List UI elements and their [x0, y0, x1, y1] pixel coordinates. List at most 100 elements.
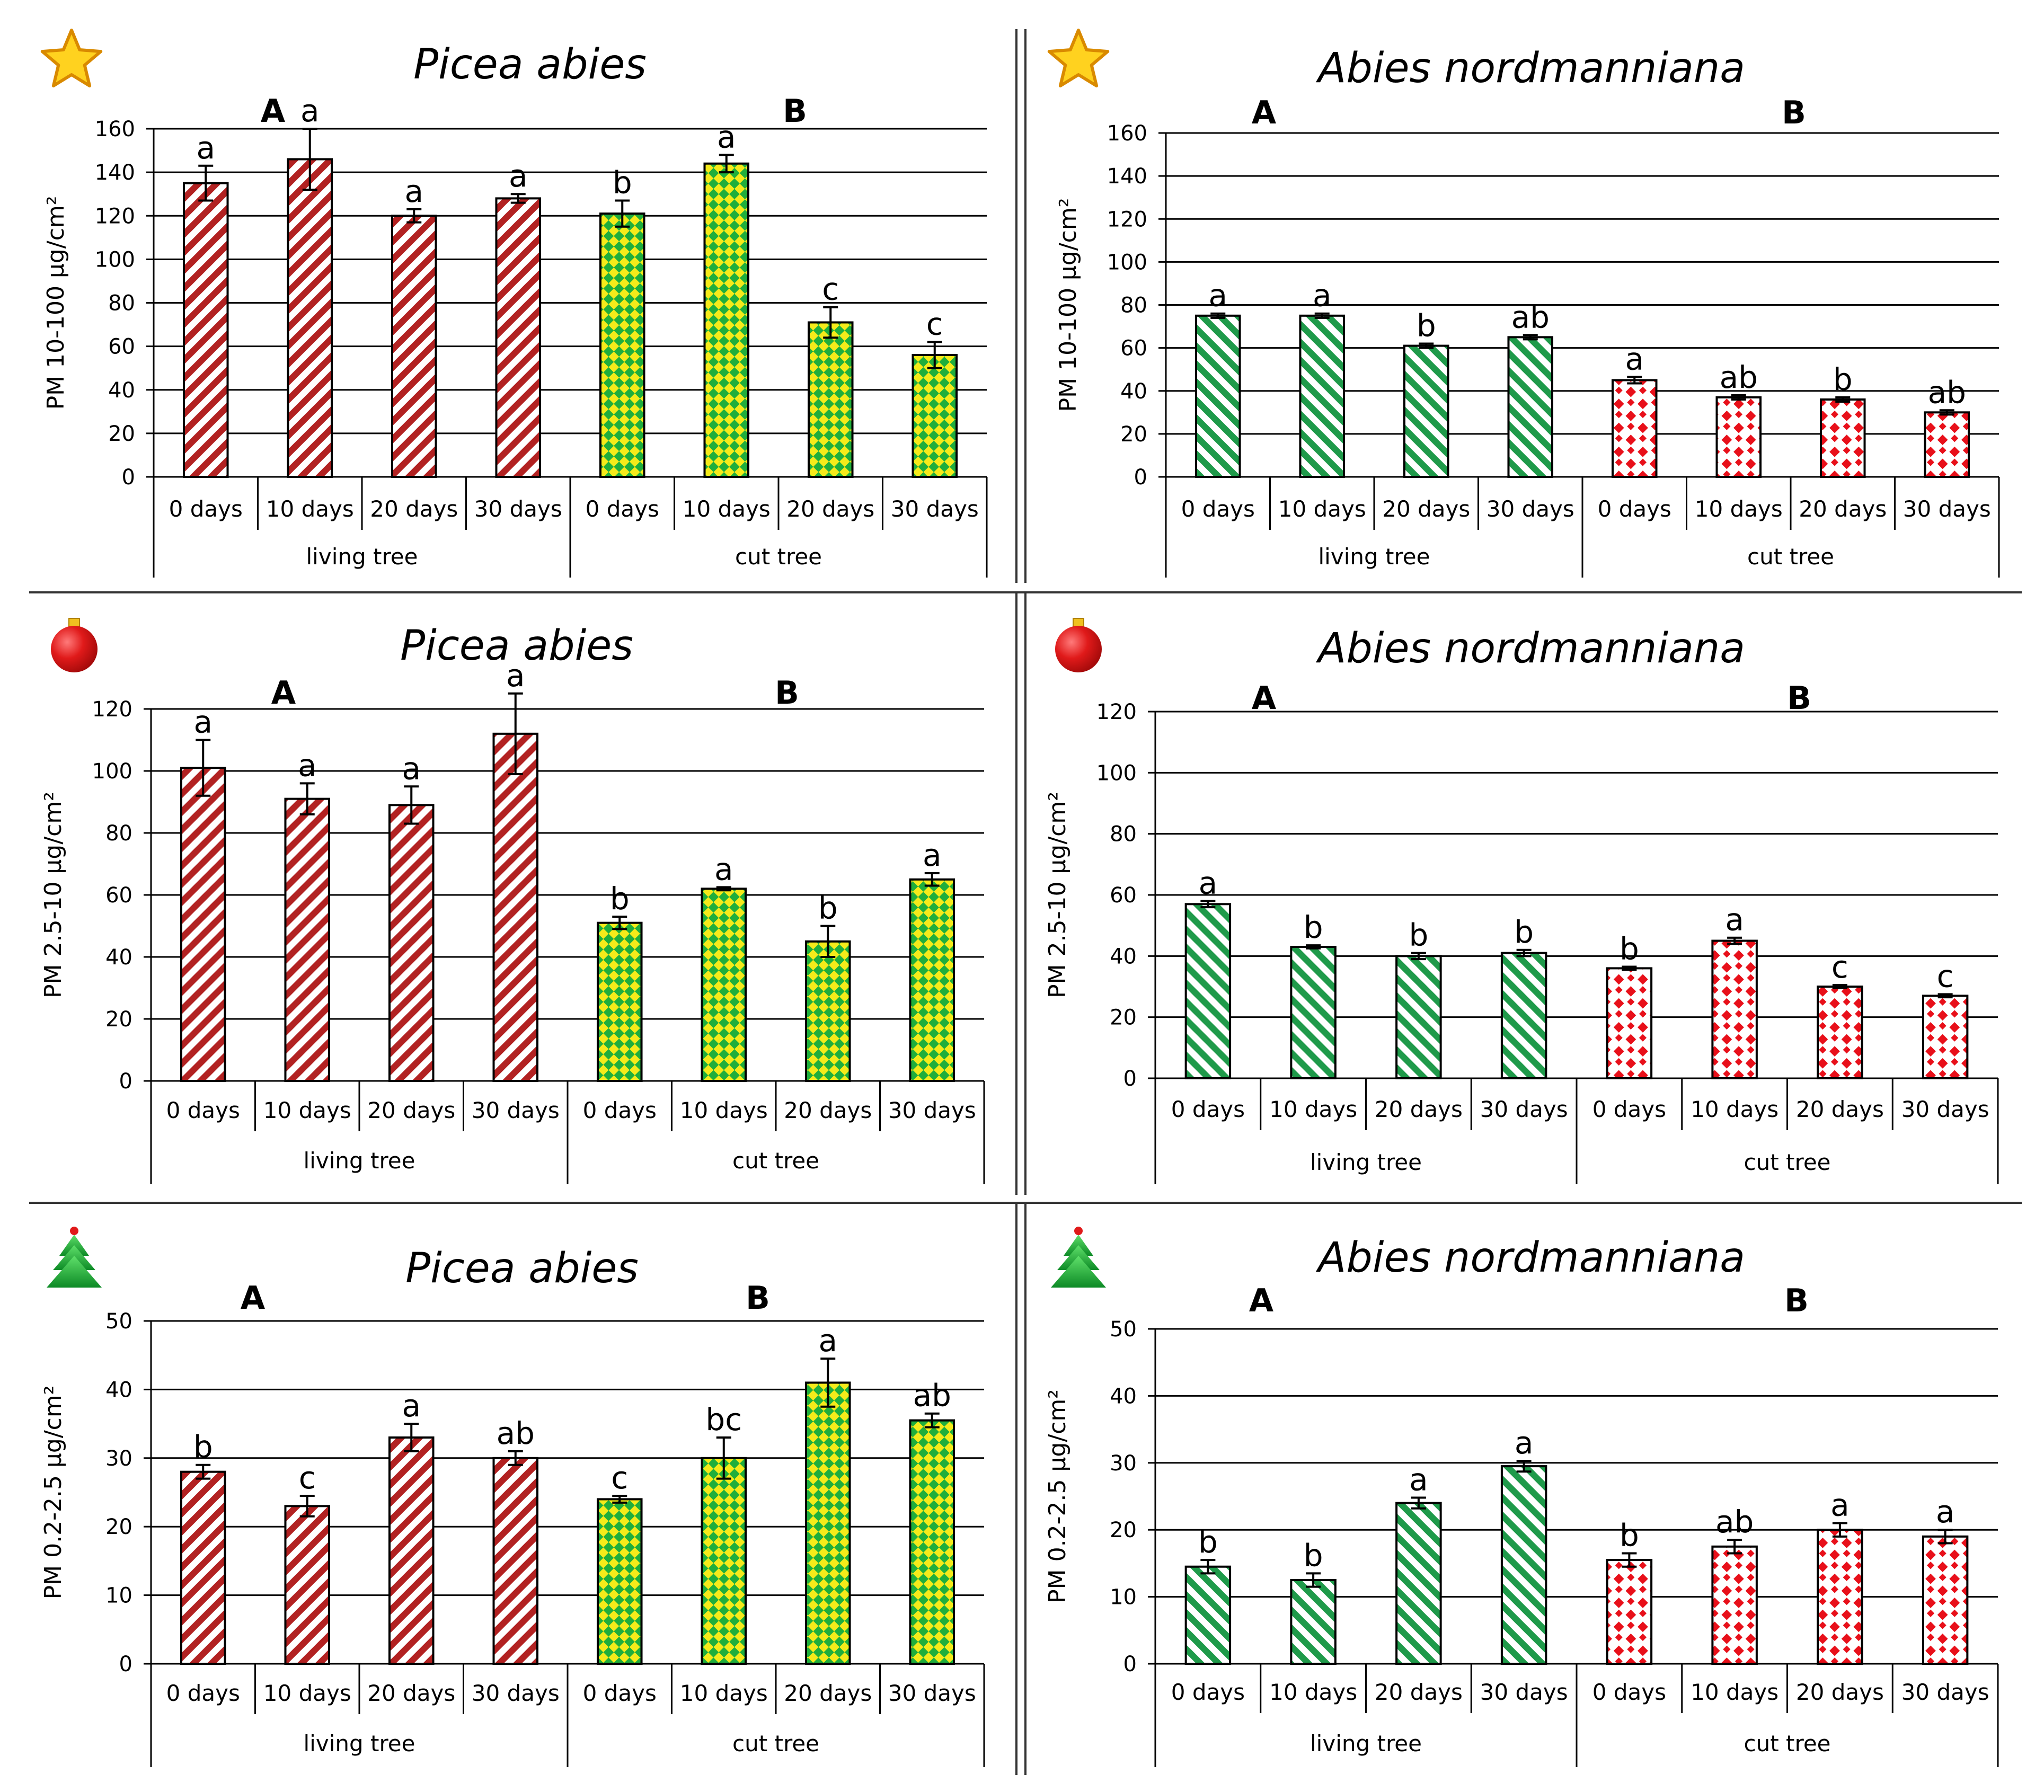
significance-letter: b — [1620, 931, 1639, 967]
bar — [596, 1498, 643, 1665]
bar — [1819, 398, 1866, 478]
x-tick-label: 10 days — [1691, 1096, 1778, 1122]
significance-letter: b — [1620, 1517, 1639, 1553]
significance-letter: a — [1625, 341, 1644, 377]
y-tick-label: 20 — [1110, 1006, 1137, 1030]
y-axis-label: PM 2.5-10 μg/cm² — [40, 792, 67, 998]
star-icon — [1047, 29, 1110, 87]
y-tick-label: 40 — [1120, 379, 1147, 404]
bar — [1194, 314, 1241, 478]
group-label: cut tree — [1747, 544, 1834, 570]
significance-letter: ab — [1715, 1504, 1754, 1540]
x-tick-label: 10 days — [1269, 1679, 1357, 1705]
chart-title: Picea abies — [405, 1245, 639, 1292]
group-label: living tree — [304, 1148, 415, 1174]
bar — [1606, 1559, 1653, 1665]
group-label: cut tree — [732, 1731, 819, 1756]
group-label: cut tree — [732, 1148, 819, 1174]
y-tick-label: 160 — [95, 117, 135, 141]
significance-letter: a — [1936, 1494, 1955, 1530]
bar — [1711, 1545, 1758, 1665]
x-tick-label: 30 days — [888, 1680, 976, 1706]
bar — [1299, 314, 1346, 478]
y-tick-label: 10 — [1110, 1585, 1137, 1610]
group-letter: B — [1784, 1282, 1809, 1319]
y-tick-label: 100 — [1096, 761, 1137, 785]
significance-letter: ab — [497, 1415, 535, 1451]
y-tick-label: 30 — [1110, 1451, 1137, 1476]
group-letter: A — [241, 1280, 266, 1317]
y-tick-label: 40 — [108, 378, 135, 403]
significance-letter: a — [404, 173, 423, 209]
significance-letter: a — [1313, 278, 1332, 314]
x-tick-label: 30 days — [891, 496, 979, 522]
x-tick-label: 20 days — [1796, 1096, 1884, 1122]
group-label: cut tree — [1744, 1731, 1830, 1756]
y-tick-label: 20 — [105, 1515, 132, 1539]
group-letter: A — [1249, 1282, 1274, 1319]
x-tick-label: 30 days — [1486, 496, 1574, 522]
y-tick-label: 50 — [105, 1309, 132, 1334]
y-tick-label: 20 — [1120, 422, 1147, 447]
group-letter: A — [271, 675, 296, 712]
bar — [1606, 967, 1653, 1080]
group-label: cut tree — [1744, 1149, 1830, 1175]
significance-letter: b — [1304, 909, 1323, 945]
x-tick-label: 0 days — [1592, 1096, 1666, 1122]
x-tick-label: 30 days — [1480, 1096, 1568, 1122]
bar — [388, 804, 435, 1082]
significance-letter: ab — [1720, 359, 1758, 395]
group-label: living tree — [306, 544, 418, 570]
x-tick-label: 0 days — [169, 496, 243, 522]
x-tick-label: 30 days — [472, 1097, 560, 1123]
significance-letter: c — [1831, 949, 1848, 985]
y-tick-label: 80 — [1110, 822, 1137, 847]
star-icon — [40, 29, 103, 87]
bar — [599, 212, 645, 478]
x-tick-label: 10 days — [680, 1097, 768, 1123]
chart-title: Abies nordmanniana — [1315, 45, 1745, 92]
significance-letter: a — [300, 93, 320, 129]
bar — [807, 321, 854, 478]
x-tick-label: 0 days — [1171, 1096, 1245, 1122]
y-tick-label: 100 — [92, 759, 132, 784]
significance-letter: a — [298, 747, 317, 783]
chart-panel-middle-left: Picea abies 0 20 40 60 80 100 120 PM 2.5-10 μg/c… — [40, 618, 985, 1184]
group-letter: B — [783, 93, 807, 130]
panel-separators — [29, 29, 2022, 1775]
y-tick-label: 40 — [1110, 1384, 1137, 1408]
significance-letter: c — [822, 271, 839, 307]
bar — [1500, 952, 1547, 1079]
y-tick-label: 140 — [1107, 164, 1147, 189]
bar — [492, 1457, 539, 1665]
x-tick-label: 20 days — [370, 496, 458, 522]
x-tick-label: 30 days — [888, 1097, 976, 1123]
significance-letter: b — [1417, 308, 1436, 344]
y-tick-label: 30 — [105, 1447, 132, 1471]
x-tick-label: 0 days — [1181, 496, 1255, 522]
significance-letter: a — [1208, 278, 1227, 314]
bar — [1395, 955, 1442, 1080]
y-tick-label: 160 — [1107, 121, 1147, 146]
bar — [180, 767, 226, 1082]
x-tick-label: 10 days — [263, 1680, 351, 1706]
bar — [1924, 411, 1970, 478]
chart-panel-top-right: Abies nordmanniana 0 20 40 60 80 100 120 140 160 P… — [1047, 29, 2000, 578]
x-tick-label: 20 days — [1799, 496, 1887, 522]
x-tick-label: 20 days — [786, 496, 874, 522]
bar — [1817, 986, 1863, 1079]
y-tick-label: 40 — [1110, 944, 1137, 969]
y-axis-label: PM 0.2-2.5 μg/cm² — [40, 1386, 67, 1600]
x-tick-label: 10 days — [1695, 496, 1783, 522]
x-tick-label: 30 days — [1903, 496, 1991, 522]
group-letter: B — [1787, 680, 1811, 717]
bar — [909, 1419, 955, 1665]
x-tick-label: 0 days — [586, 496, 659, 522]
significance-letter: a — [1199, 865, 1218, 901]
significance-letter: b — [193, 1429, 213, 1465]
bar — [1395, 1502, 1442, 1665]
x-tick-label: 20 days — [1375, 1679, 1463, 1705]
x-tick-label: 10 days — [1269, 1096, 1357, 1122]
ornament-icon — [1055, 618, 1102, 672]
